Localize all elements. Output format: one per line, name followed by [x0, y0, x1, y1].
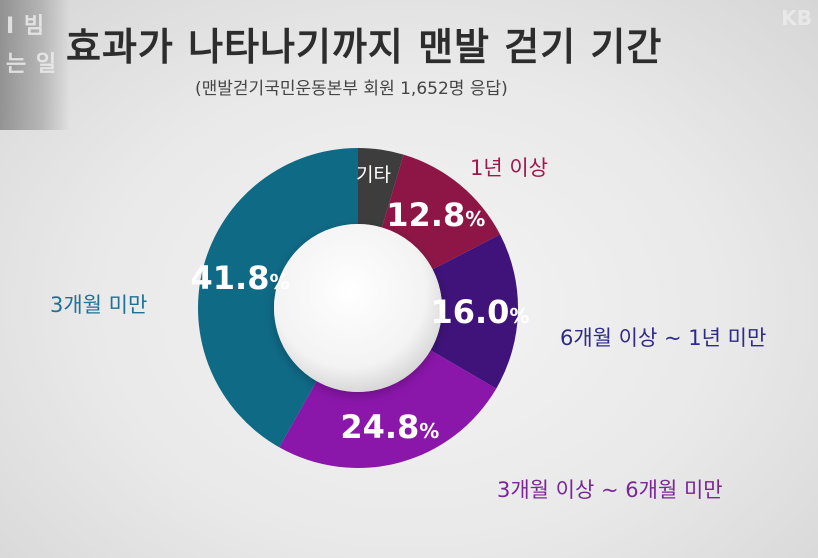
slice-category-label: 6개월 이상 ~ 1년 미만: [560, 326, 767, 350]
donut-slices: [197, 148, 518, 468]
slice-value-label: 24.8%: [340, 408, 439, 446]
donut-slice: [197, 148, 358, 448]
broadcaster-logo: KB: [781, 6, 812, 30]
donut-slice: [430, 234, 518, 389]
slice-category-label: 1년 이상: [470, 156, 548, 180]
chart-subtitle: (맨발걷기국민운동본부 회원 1,652명 응답): [195, 79, 508, 99]
donut-slice: [279, 350, 497, 468]
slice-category-label: 기타: [356, 164, 391, 186]
slice-value-label: 16.0%: [430, 293, 529, 331]
background-shade: [0, 0, 70, 130]
donut-slice: [358, 148, 404, 228]
slice-value-label: 41.8%: [191, 259, 290, 297]
chart-title: 효과가 나타나기까지 맨발 걷기 기간: [66, 25, 663, 69]
slice-value-label: 12.8%: [386, 196, 485, 234]
slice-category-label: 3개월 이상 ~ 6개월 미만: [497, 478, 723, 502]
slice-category-label: 3개월 미만: [50, 293, 148, 317]
corner-caption-line1: I 빔: [6, 14, 46, 39]
slice-value-labels: 12.8% 16.0% 24.8% 41.8%: [191, 196, 530, 446]
donut-slice: [381, 154, 501, 270]
corner-caption-line2: 는 일: [6, 52, 58, 77]
donut-hole: [274, 224, 442, 392]
